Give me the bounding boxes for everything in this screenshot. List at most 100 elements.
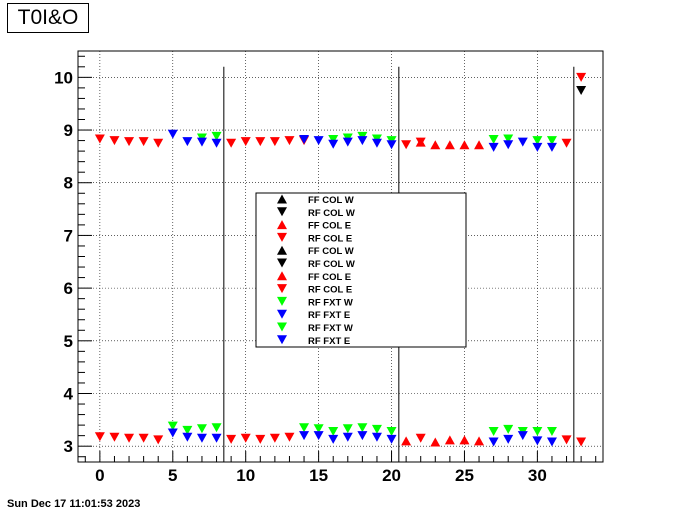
y-tick-label: 7 — [64, 226, 73, 245]
data-point — [532, 142, 543, 152]
legend-label: RF COL W — [308, 208, 355, 219]
y-tick-label: 6 — [64, 279, 73, 298]
legend-marker — [277, 258, 287, 268]
data-point — [167, 129, 178, 139]
data-point — [182, 425, 193, 435]
data-point — [488, 426, 499, 436]
x-tick-label: 25 — [455, 466, 474, 485]
data-point — [328, 434, 339, 444]
data-point — [401, 436, 412, 446]
data-points — [94, 72, 587, 447]
data-point — [357, 136, 368, 146]
data-point — [415, 433, 426, 443]
data-point — [299, 431, 310, 441]
data-point — [226, 138, 237, 148]
data-point — [371, 432, 382, 442]
data-point — [386, 434, 397, 444]
data-point — [182, 432, 193, 442]
y-tick-label: 4 — [64, 385, 74, 404]
data-point — [240, 137, 251, 147]
data-point — [386, 426, 397, 436]
y-tick-label: 5 — [64, 332, 73, 351]
data-point — [196, 137, 207, 147]
data-point — [503, 140, 514, 150]
data-point — [546, 426, 557, 436]
data-point — [503, 424, 514, 434]
data-point — [342, 137, 353, 147]
legend-marker — [277, 335, 287, 345]
data-point — [546, 437, 557, 447]
legend-marker — [277, 309, 287, 319]
x-tick-label: 0 — [95, 466, 104, 485]
data-point — [430, 140, 441, 150]
data-point — [313, 424, 324, 434]
chart-title: T0I&O — [7, 3, 89, 33]
data-point — [459, 435, 470, 445]
legend-marker — [277, 271, 287, 281]
data-point — [299, 135, 310, 145]
data-point — [546, 142, 557, 152]
data-point — [342, 424, 353, 434]
legend-label: RF COL E — [308, 285, 352, 296]
data-point — [371, 424, 382, 434]
data-point — [430, 437, 441, 447]
data-point — [153, 138, 164, 148]
legend-marker — [277, 220, 287, 230]
data-point — [328, 139, 339, 149]
data-point — [386, 140, 397, 150]
data-point — [561, 138, 572, 148]
legend-label: RF FXT W — [308, 323, 353, 334]
data-point — [517, 431, 528, 441]
data-point — [313, 431, 324, 441]
data-point — [371, 138, 382, 148]
legend-marker — [277, 322, 287, 332]
legend-marker — [277, 207, 287, 217]
legend-label: RF FXT E — [308, 336, 350, 347]
data-point — [474, 140, 485, 150]
data-point — [576, 437, 587, 447]
data-point — [269, 137, 280, 147]
axes: 0 5 10 15 20 25 30 3 4 5 6 7 8 9 10 — [54, 55, 597, 485]
data-point — [211, 131, 222, 141]
data-point — [444, 435, 455, 445]
data-point — [576, 86, 587, 96]
data-point — [226, 434, 237, 444]
legend-marker — [277, 296, 287, 306]
data-point — [444, 140, 455, 150]
legend-label: RF COL E — [308, 233, 352, 244]
data-point — [182, 137, 193, 147]
data-point — [299, 423, 310, 433]
x-tick-label: 20 — [382, 466, 401, 485]
legend-label: FF COL W — [308, 246, 354, 257]
data-point — [94, 432, 105, 442]
data-point — [255, 434, 266, 444]
data-point — [561, 435, 572, 445]
data-point — [138, 433, 149, 443]
legend-label: RF FXT W — [308, 297, 353, 308]
data-point — [94, 134, 105, 144]
data-point — [532, 436, 543, 446]
data-point — [124, 137, 135, 147]
data-point — [196, 424, 207, 434]
timestamp-label: Sun Dec 17 11:01:53 2023 — [7, 498, 141, 510]
legend-label: RF FXT E — [308, 310, 350, 321]
legend-box — [255, 192, 467, 348]
data-point — [167, 421, 178, 431]
data-point — [532, 426, 543, 436]
data-point — [284, 136, 295, 146]
data-point — [211, 433, 222, 443]
data-point — [211, 423, 222, 433]
data-point — [401, 140, 412, 150]
x-tick-label: 5 — [168, 466, 177, 485]
data-point — [503, 134, 514, 144]
data-point — [196, 433, 207, 443]
data-point — [342, 432, 353, 442]
data-point — [240, 433, 251, 443]
x-tick-label: 10 — [236, 466, 255, 485]
legend-marker — [277, 232, 287, 242]
data-point — [357, 431, 368, 441]
data-point — [503, 434, 514, 444]
x-tick-label: 30 — [528, 466, 547, 485]
x-tick-label: 15 — [309, 466, 328, 485]
